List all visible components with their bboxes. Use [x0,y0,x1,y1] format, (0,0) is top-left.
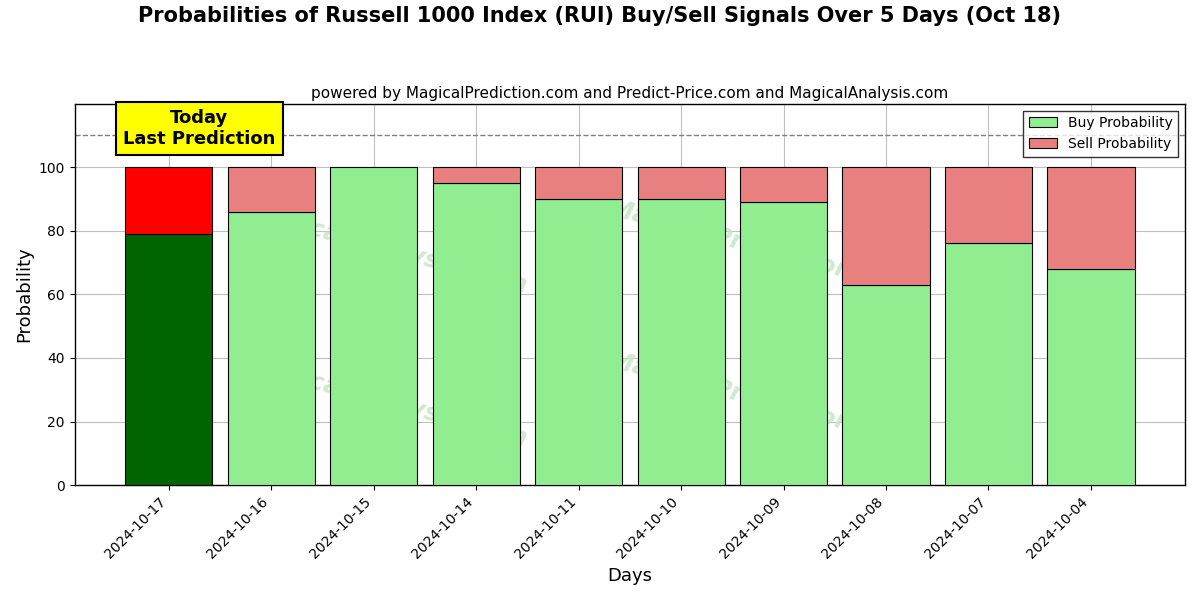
Text: Today
Last Prediction: Today Last Prediction [124,109,276,148]
X-axis label: Days: Days [607,567,653,585]
Bar [432,167,520,183]
Bar [228,167,314,212]
Bar [1048,269,1134,485]
Bar [944,244,1032,485]
Bar [637,199,725,485]
Text: MagicalPrediction.com: MagicalPrediction.com [606,348,920,454]
Text: MagicalAnalysis.com: MagicalAnalysis.com [241,199,530,298]
Bar [535,167,622,199]
Y-axis label: Probability: Probability [16,247,34,342]
Bar [1048,167,1134,269]
Bar [432,183,520,485]
Bar [535,199,622,485]
Bar [740,167,827,202]
Text: Probabilities of Russell 1000 Index (RUI) Buy/Sell Signals Over 5 Days (Oct 18): Probabilities of Russell 1000 Index (RUI… [138,6,1062,26]
Bar [944,167,1032,244]
Bar [125,167,212,234]
Bar [330,167,418,485]
Bar [228,212,314,485]
Bar [842,285,930,485]
Text: MagicalPrediction.com: MagicalPrediction.com [606,196,920,302]
Legend: Buy Probability, Sell Probability: Buy Probability, Sell Probability [1024,110,1178,157]
Bar [842,167,930,285]
Bar [637,167,725,199]
Bar [125,234,212,485]
Text: MagicalAnalysis.com: MagicalAnalysis.com [241,352,530,451]
Bar [740,202,827,485]
Title: powered by MagicalPrediction.com and Predict-Price.com and MagicalAnalysis.com: powered by MagicalPrediction.com and Pre… [311,86,948,101]
